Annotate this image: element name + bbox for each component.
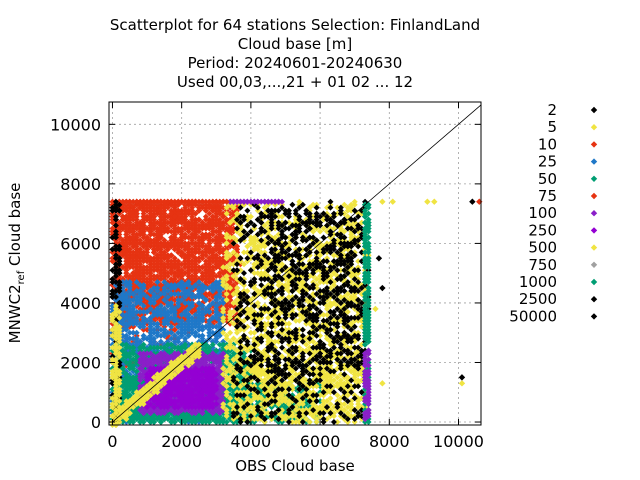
title-line-4: Used 00,03,...,21 + 01 02 ... 12: [177, 73, 413, 91]
data-point-10: [192, 302, 199, 309]
data-point-10: [206, 255, 213, 262]
data-point-10: [213, 273, 220, 280]
data-point-10: [168, 228, 175, 235]
data-point-10: [216, 255, 223, 262]
data-point-10: [213, 252, 220, 259]
title-line-3: Period: 20240601-20240630: [188, 54, 403, 72]
data-point-10: [209, 308, 216, 315]
data-point-10: [192, 255, 199, 262]
data-point-10: [234, 204, 241, 211]
data-point-10: [164, 264, 171, 271]
data-point-10: [223, 219, 230, 226]
data-point-10: [119, 213, 126, 220]
title-line-2: Cloud base [m]: [238, 35, 352, 53]
data-point-10: [234, 243, 241, 250]
data-point-10: [206, 296, 213, 303]
data-point-10: [223, 302, 230, 309]
data-point-10: [168, 234, 175, 241]
chart-title: Scatterplot for 64 stations Selection: F…: [110, 16, 480, 91]
data-point-10: [202, 317, 209, 324]
data-points: [109, 198, 483, 428]
data-point-10: [195, 267, 202, 274]
data-point-10: [164, 219, 171, 226]
data-point-10: [199, 276, 206, 283]
data-point-10: [209, 237, 216, 244]
data-point-10: [147, 273, 154, 280]
data-point-10: [192, 249, 199, 256]
data-point-10: [206, 210, 213, 217]
data-point-10: [230, 225, 237, 232]
title-line-1: Scatterplot for 64 stations Selection: F…: [110, 16, 480, 34]
data-point-10: [220, 204, 227, 211]
data-point-10: [206, 276, 213, 283]
data-point-10: [227, 243, 234, 250]
